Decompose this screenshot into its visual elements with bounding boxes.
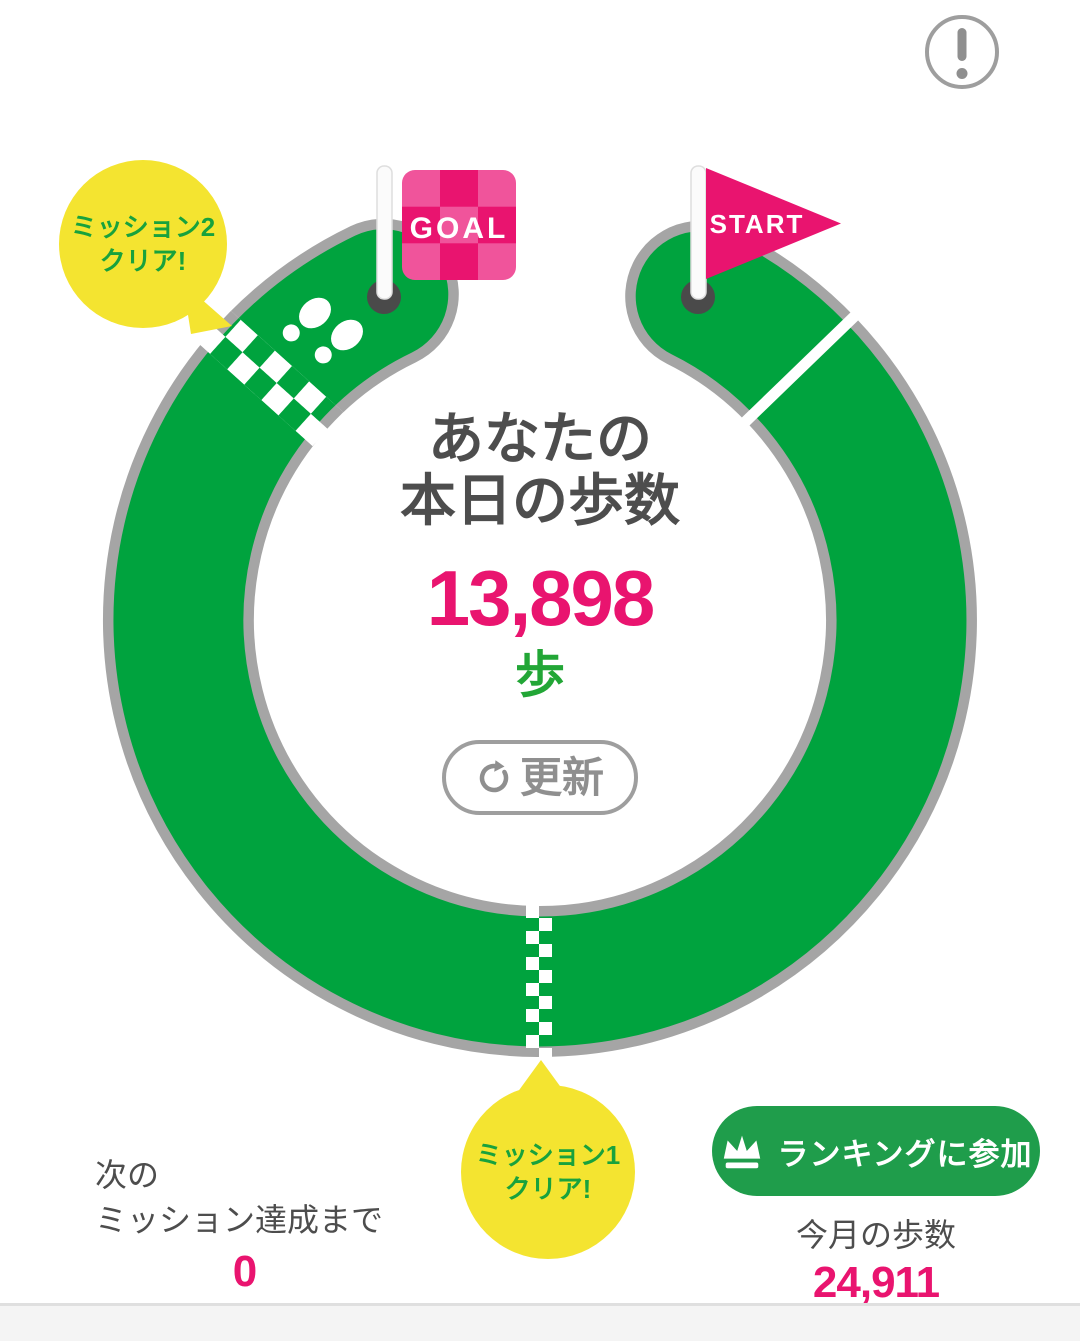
refresh-button[interactable]: 更新 — [442, 740, 638, 815]
next-section-edge — [0, 1303, 1080, 1341]
start-flag: START — [690, 165, 841, 300]
next-mission-line2: ミッション達成まで — [95, 1202, 384, 1238]
refresh-icon — [479, 759, 509, 792]
mission1-line2: クリア! — [504, 1174, 592, 1204]
next-mission-line1: 次の — [95, 1157, 160, 1193]
crown-icon — [724, 1135, 761, 1169]
mission2-bubble: ミッション2 クリア! — [59, 160, 227, 328]
mission1-line1: ミッション1 — [475, 1140, 621, 1170]
steps-unit: 歩 — [515, 647, 565, 703]
mission2-line2: クリア! — [99, 246, 187, 276]
segment-divider — [737, 305, 866, 430]
today-steps-value: 13,898 — [426, 554, 656, 642]
info-button[interactable] — [925, 15, 999, 89]
heading-line1: あなたの — [428, 407, 652, 470]
month-steps-value: 24,911 — [812, 1258, 940, 1307]
goal-flag-label: GOAL — [410, 212, 509, 245]
start-flag-label: START — [710, 209, 805, 239]
mission2-checkpoint-band — [196, 307, 344, 447]
exclamation-icon — [956, 28, 968, 79]
next-mission-block: 次の ミッション達成まで 0 — [95, 1153, 395, 1297]
mission2-line1: ミッション2 — [70, 212, 216, 242]
mission1-bubble: ミッション1 クリア! — [461, 1085, 635, 1259]
footprints-icon — [282, 297, 363, 364]
refresh-button-label: 更新 — [519, 753, 604, 801]
ring-center-content: あなたの 本日の歩数 13,898 歩 更新 — [240, 408, 840, 815]
goal-flag: GOAL — [376, 165, 516, 300]
ranking-join-button[interactable]: ランキングに参加 — [712, 1106, 1040, 1196]
ranking-join-label: ランキングに参加 — [777, 1136, 1033, 1172]
month-steps-label: 今月の歩数 — [795, 1217, 956, 1253]
ranking-block: ランキングに参加 今月の歩数 24,911 — [712, 1106, 1040, 1308]
next-mission-remaining-value: 0 — [232, 1247, 258, 1296]
mission1-checkpoint-band — [526, 905, 552, 1059]
heading-line2: 本日の歩数 — [400, 469, 680, 532]
